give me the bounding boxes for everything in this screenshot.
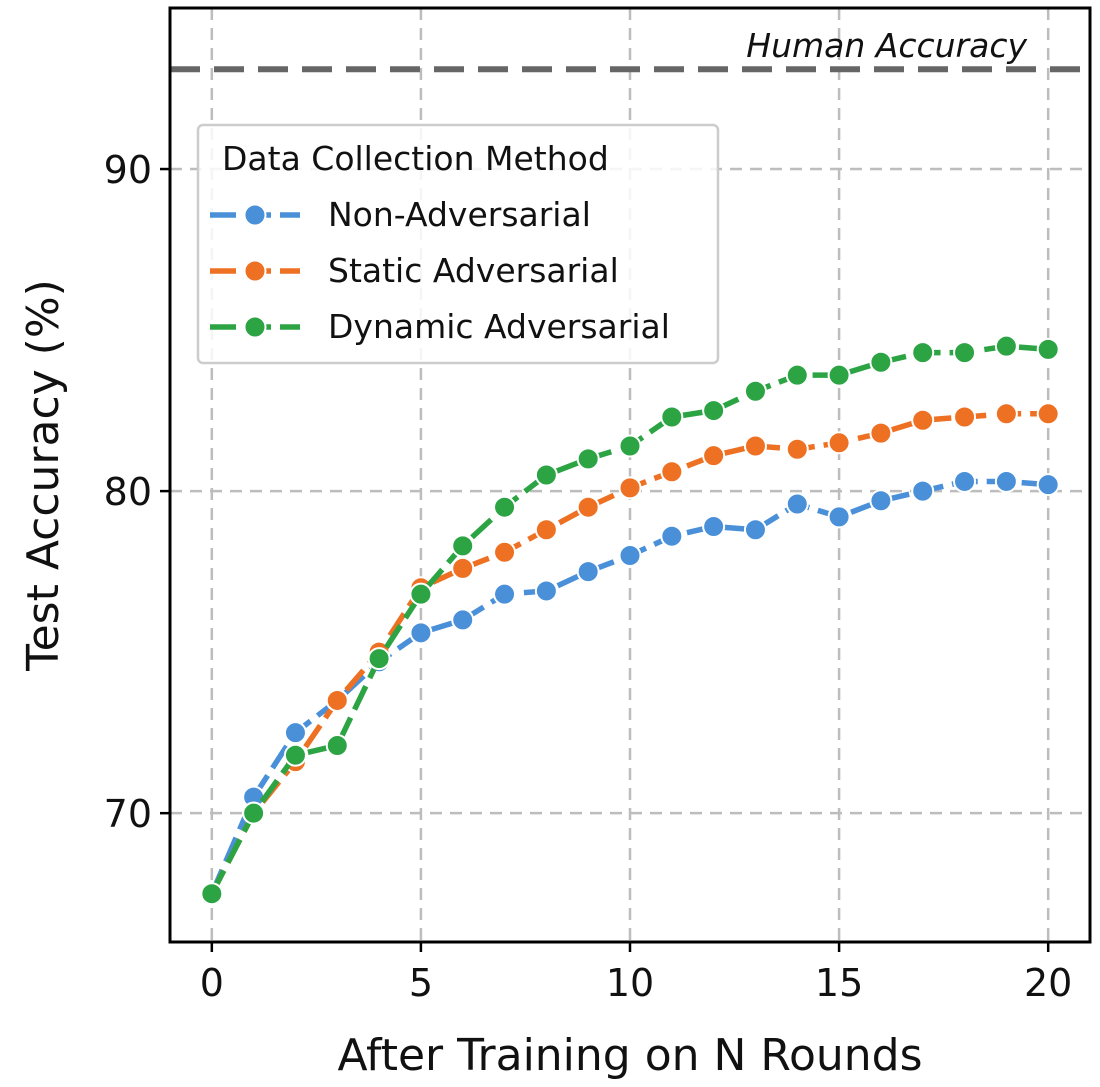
data-point-dynamic-adversarial-12 — [702, 399, 726, 423]
data-point-dynamic-adversarial-14 — [785, 363, 809, 387]
data-point-static-adversarial-9 — [576, 495, 600, 519]
data-point-non-adversarial-16 — [869, 489, 893, 513]
data-point-dynamic-adversarial-5 — [409, 582, 433, 606]
legend-swatch-marker-static-adversarial — [243, 259, 267, 283]
data-point-dynamic-adversarial-20 — [1036, 337, 1060, 361]
data-point-static-adversarial-11 — [660, 460, 684, 484]
data-point-dynamic-adversarial-4 — [367, 647, 391, 671]
data-point-static-adversarial-6 — [451, 556, 475, 580]
data-point-non-adversarial-19 — [994, 469, 1018, 493]
x-tick-label-20: 20 — [1024, 961, 1072, 1005]
legend-label-static-adversarial: Static Adversarial — [328, 251, 619, 290]
legend-item-static-adversarial: Static Adversarial — [210, 251, 619, 290]
data-point-dynamic-adversarial-16 — [869, 350, 893, 374]
data-point-non-adversarial-11 — [660, 524, 684, 548]
data-point-dynamic-adversarial-8 — [534, 463, 558, 487]
x-tick-label-10: 10 — [606, 961, 654, 1005]
x-axis-title: After Training on N Rounds — [337, 1030, 922, 1081]
legend-box — [196, 123, 720, 365]
data-point-static-adversarial-19 — [994, 402, 1018, 426]
x-tick-label-0: 0 — [200, 961, 224, 1005]
data-point-non-adversarial-8 — [534, 579, 558, 603]
legend-items: Non-Adversarial Static Adversarial Dynamic… — [210, 195, 670, 346]
series-dynamic-adversarial — [200, 334, 1060, 906]
data-point-static-adversarial-18 — [953, 405, 977, 429]
data-point-non-adversarial-13 — [743, 518, 767, 542]
data-point-static-adversarial-13 — [743, 434, 767, 458]
legend-label-dynamic-adversarial: Dynamic Adversarial — [328, 307, 670, 346]
data-point-static-adversarial-7 — [493, 540, 517, 564]
data-point-non-adversarial-5 — [409, 621, 433, 645]
legend-label-non-adversarial: Non-Adversarial — [328, 195, 591, 234]
human-accuracy-label: Human Accuracy — [746, 26, 1027, 65]
legend-swatch-marker-non-adversarial — [243, 203, 267, 227]
data-point-dynamic-adversarial-19 — [994, 334, 1018, 358]
data-point-non-adversarial-18 — [953, 469, 977, 493]
data-point-static-adversarial-20 — [1036, 402, 1060, 426]
reference-layer: Human Accuracy — [170, 26, 1090, 73]
data-point-dynamic-adversarial-2 — [283, 743, 307, 767]
data-point-static-adversarial-14 — [785, 437, 809, 461]
tick-layer: 0 5 10 15 20 70 80 90 — [104, 148, 1073, 1005]
data-point-dynamic-adversarial-0 — [200, 882, 224, 906]
data-point-dynamic-adversarial-10 — [618, 434, 642, 458]
series-layer — [200, 334, 1060, 906]
y-tick-label-70: 70 — [104, 792, 152, 836]
data-point-non-adversarial-15 — [827, 505, 851, 529]
data-point-dynamic-adversarial-7 — [493, 495, 517, 519]
data-point-static-adversarial-12 — [702, 444, 726, 468]
data-point-dynamic-adversarial-13 — [743, 379, 767, 403]
data-point-non-adversarial-17 — [911, 479, 935, 503]
y-tick-label-90: 90 — [104, 148, 152, 192]
data-point-non-adversarial-20 — [1036, 473, 1060, 497]
data-point-static-adversarial-8 — [534, 518, 558, 542]
data-point-non-adversarial-12 — [702, 515, 726, 539]
legend: Data Collection Method Non-Adversarial St… — [196, 123, 720, 365]
data-point-non-adversarial-9 — [576, 560, 600, 584]
data-point-non-adversarial-14 — [785, 492, 809, 516]
data-point-non-adversarial-10 — [618, 544, 642, 568]
data-point-dynamic-adversarial-18 — [953, 341, 977, 365]
data-point-non-adversarial-2 — [283, 721, 307, 745]
y-axis-title: Test Accuracy (%) — [18, 279, 69, 672]
data-point-dynamic-adversarial-15 — [827, 363, 851, 387]
data-point-non-adversarial-7 — [493, 582, 517, 606]
x-tick-label-15: 15 — [815, 961, 863, 1005]
data-point-static-adversarial-16 — [869, 421, 893, 445]
data-point-static-adversarial-17 — [911, 408, 935, 432]
data-point-non-adversarial-6 — [451, 608, 475, 632]
y-tick-label-80: 80 — [104, 470, 152, 514]
legend-title: Data Collection Method — [222, 139, 609, 178]
legend-swatch-marker-dynamic-adversarial — [243, 315, 267, 339]
data-point-dynamic-adversarial-6 — [451, 534, 475, 558]
x-tick-label-5: 5 — [409, 961, 433, 1005]
legend-item-non-adversarial: Non-Adversarial — [210, 195, 591, 234]
data-point-dynamic-adversarial-17 — [911, 341, 935, 365]
data-point-dynamic-adversarial-9 — [576, 447, 600, 471]
data-point-static-adversarial-15 — [827, 431, 851, 455]
data-point-dynamic-adversarial-11 — [660, 405, 684, 429]
data-point-static-adversarial-10 — [618, 476, 642, 500]
data-point-static-adversarial-3 — [325, 688, 349, 712]
legend-item-dynamic-adversarial: Dynamic Adversarial — [210, 307, 670, 346]
data-point-dynamic-adversarial-1 — [242, 801, 266, 825]
data-point-dynamic-adversarial-3 — [325, 734, 349, 758]
